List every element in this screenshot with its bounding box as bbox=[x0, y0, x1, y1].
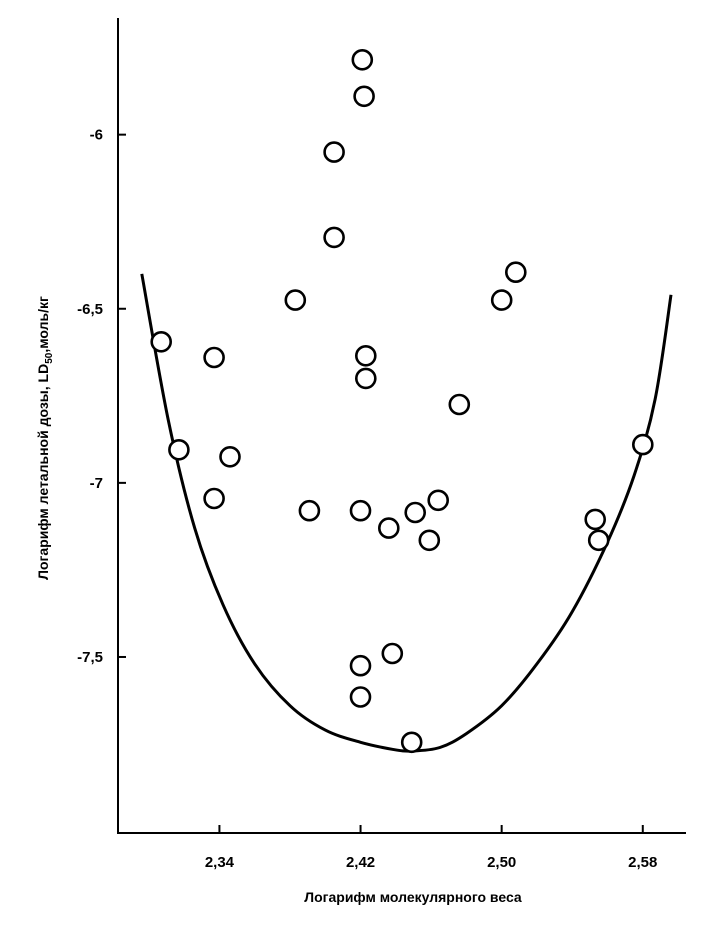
data-point bbox=[323, 226, 345, 249]
data-point bbox=[448, 393, 471, 416]
data-point bbox=[323, 141, 345, 163]
data-point bbox=[219, 445, 241, 468]
data-point bbox=[377, 517, 400, 539]
data-point bbox=[354, 344, 377, 367]
data-point bbox=[351, 48, 374, 71]
y-tick-label: -6 bbox=[90, 127, 103, 144]
x-tick-label: 2,34 bbox=[205, 854, 235, 871]
data-point bbox=[584, 508, 607, 531]
data-point bbox=[203, 346, 225, 369]
data-point bbox=[504, 261, 527, 284]
y-axis-title: Логарифм летальной дозы, LD50,моль/кг bbox=[35, 296, 55, 580]
data-point bbox=[354, 367, 377, 390]
y-axis-ticks: -6 -6,5 -7 -7,5 bbox=[77, 127, 126, 666]
x-tick-label: 2,58 bbox=[628, 854, 657, 871]
x-tick-label: 2,42 bbox=[346, 854, 375, 871]
data-point bbox=[298, 499, 321, 522]
x-axis-ticks: 2,34 2,42 2,50 2,58 bbox=[205, 825, 657, 871]
data-point bbox=[284, 289, 307, 311]
data-point bbox=[418, 529, 441, 552]
data-point bbox=[587, 529, 610, 552]
y-tick-label: -7 bbox=[90, 475, 103, 492]
data-point bbox=[349, 654, 372, 677]
data-point bbox=[490, 289, 513, 311]
data-point bbox=[150, 330, 172, 353]
y-axis-title-subscript: 50 bbox=[44, 352, 55, 364]
x-axis-title: Логарифм молекулярного веса bbox=[304, 889, 522, 905]
data-point bbox=[427, 489, 450, 512]
data-point bbox=[381, 642, 404, 665]
data-point bbox=[400, 731, 423, 754]
data-point bbox=[168, 438, 190, 461]
y-axis-title-unit: ,моль/кг bbox=[35, 296, 51, 353]
data-point bbox=[404, 501, 427, 524]
x-tick-label: 2,50 bbox=[487, 854, 516, 871]
data-point bbox=[353, 85, 375, 108]
data-point bbox=[203, 487, 225, 510]
data-point bbox=[631, 433, 654, 456]
data-point bbox=[349, 686, 372, 708]
data-points bbox=[150, 48, 654, 754]
y-axis-title-main: Логарифм летальной дозы, LD bbox=[35, 364, 51, 580]
y-tick-label: -7,5 bbox=[77, 649, 103, 666]
y-tick-label: -6,5 bbox=[77, 301, 103, 318]
data-point bbox=[349, 499, 372, 522]
